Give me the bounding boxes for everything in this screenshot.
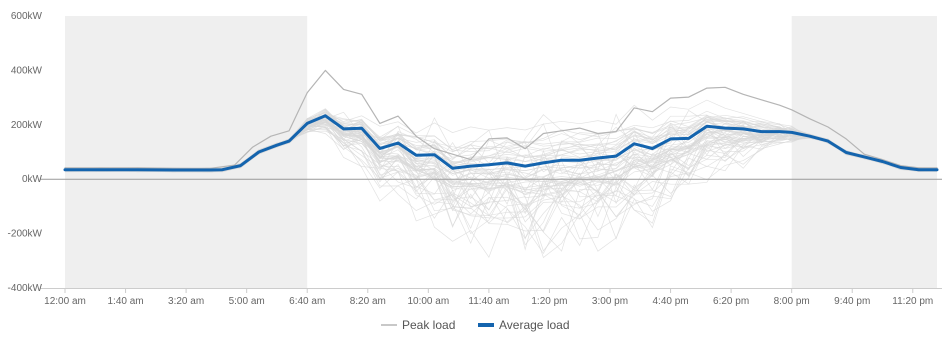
x-tick-label: 8:00 pm: [774, 296, 810, 307]
y-tick-labels: 600kW 400kW 200kW 0kW -200kW -400kW: [8, 11, 43, 294]
y-tick-label: -200kW: [8, 229, 43, 240]
y-tick-label: 200kW: [11, 120, 43, 131]
x-tick-labels: 12:00 am 1:40 am 3:20 am 5:00 am 6:40 am 8:20…: [44, 288, 933, 307]
y-tick-label: 400kW: [11, 65, 43, 76]
x-tick-label: 3:20 am: [168, 296, 204, 307]
x-tick-label: 3:00 pm: [592, 296, 628, 307]
x-tick-label: 6:40 am: [289, 296, 325, 307]
legend-average-label[interactable]: Average load: [499, 318, 570, 332]
x-tick-label: 1:20 pm: [531, 296, 567, 307]
x-tick-label: 6:20 pm: [713, 296, 749, 307]
shaded-period-0: [65, 16, 308, 288]
y-tick-label: 0kW: [22, 174, 43, 185]
x-tick-label: 8:20 am: [350, 296, 386, 307]
x-tick-label: 11:20 pm: [892, 296, 933, 307]
legend: Peak load Average load: [381, 318, 570, 332]
x-tick-label: 9:40 pm: [834, 296, 870, 307]
shaded-periods: [65, 16, 937, 288]
x-tick-label: 11:40 am: [468, 296, 509, 307]
y-tick-label: 600kW: [11, 11, 43, 22]
x-tick-label: 5:00 am: [229, 296, 265, 307]
x-tick-label: 12:00 am: [44, 296, 86, 307]
y-tick-label: -400kW: [8, 283, 43, 294]
x-tick-label: 4:40 pm: [652, 296, 688, 307]
x-tick-label: 1:40 am: [107, 296, 143, 307]
shaded-period-1: [791, 16, 937, 288]
legend-peak-label[interactable]: Peak load: [402, 318, 455, 332]
average-load-line: [63, 114, 939, 172]
x-tick-label: 10:00 am: [407, 296, 449, 307]
peak-load-line: [64, 69, 938, 169]
series-lines: [63, 69, 939, 172]
